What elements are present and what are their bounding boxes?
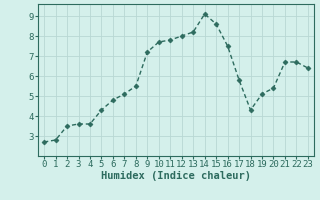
X-axis label: Humidex (Indice chaleur): Humidex (Indice chaleur): [101, 171, 251, 181]
